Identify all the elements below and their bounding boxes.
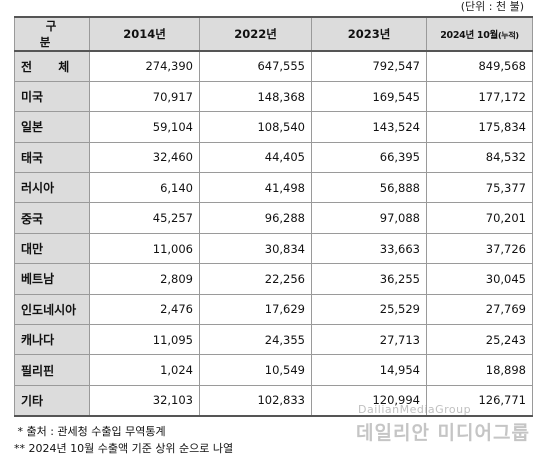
value-2014-cell: 6,140	[89, 172, 200, 204]
table-row: 전 체 274,390 647,555 792,547 849,568	[14, 50, 533, 82]
table-row: 미국 70,917 148,368 169,545 177,172	[14, 80, 533, 113]
value-2024-cell: 84,532	[426, 141, 533, 174]
value-2024-cell: 25,243	[426, 324, 533, 356]
value-2014-cell: 32,460	[89, 141, 200, 174]
country-cell: 필리핀	[14, 354, 90, 386]
value-2022-cell: 108,540	[199, 111, 312, 143]
table-row: 일본 59,104 108,540 143,524 175,834	[14, 111, 533, 143]
unit-label: (단위 : 천 불)	[460, 0, 524, 13]
value-2022-cell: 17,629	[199, 293, 312, 326]
value-2024-cell: 75,377	[426, 172, 533, 204]
value-2022-cell: 148,368	[199, 80, 312, 113]
value-2023-cell: 169,545	[311, 80, 427, 113]
header-2023: 2023년	[311, 16, 427, 52]
value-2014-cell: 11,006	[89, 232, 200, 265]
value-2014-cell: 59,104	[89, 111, 200, 143]
country-cell: 일본	[14, 111, 90, 143]
value-2023-cell: 66,395	[311, 141, 427, 174]
country-cell: 베트남	[14, 263, 90, 295]
value-2024-cell: 849,568	[426, 50, 533, 82]
header-2024-paren: (누적)	[497, 31, 519, 40]
country-cell: 전 체	[14, 50, 90, 82]
value-2023-cell: 56,888	[311, 172, 427, 204]
value-2014-cell: 45,257	[89, 202, 200, 234]
header-2024-oct: 2024년 10월(누적)	[426, 16, 533, 52]
value-2023-cell: 25,529	[311, 293, 427, 326]
value-2023-cell: 792,547	[311, 50, 427, 82]
value-2023-cell: 14,954	[311, 354, 427, 386]
table-row: 캐나다 11,095 24,355 27,713 25,243	[14, 324, 533, 356]
watermark-english: DailianMediaGroup	[358, 403, 472, 416]
value-2014-cell: 32,103	[89, 384, 200, 417]
country-cell: 미국	[14, 80, 90, 113]
value-2023-cell: 120,994	[311, 384, 427, 417]
value-2024-cell: 126,771	[426, 384, 533, 417]
value-2022-cell: 44,405	[199, 141, 312, 174]
value-2024-cell: 30,045	[426, 263, 533, 295]
table-row: 러시아 6,140 41,498 56,888 75,377	[14, 172, 533, 204]
value-2023-cell: 143,524	[311, 111, 427, 143]
value-2023-cell: 33,663	[311, 232, 427, 265]
footnotes: * 출처 : 관세청 수출입 무역통계 ** 2024년 10월 수출액 기준 …	[14, 423, 233, 457]
value-2022-cell: 10,549	[199, 354, 312, 386]
country-cell: 기타	[14, 384, 90, 417]
value-2024-cell: 18,898	[426, 354, 533, 386]
value-2022-cell: 647,555	[199, 50, 312, 82]
table-row: 대만 11,006 30,834 33,663 37,726	[14, 232, 533, 265]
country-cell: 러시아	[14, 172, 90, 204]
header-2024-main: 2024년 10월	[440, 30, 498, 41]
table-row: 태국 32,460 44,405 66,395 84,532	[14, 141, 533, 174]
value-2023-cell: 97,088	[311, 202, 427, 234]
value-2022-cell: 102,833	[199, 384, 312, 417]
value-2022-cell: 22,256	[199, 263, 312, 295]
value-2014-cell: 274,390	[89, 50, 200, 82]
value-2024-cell: 177,172	[426, 80, 533, 113]
value-2014-cell: 2,809	[89, 263, 200, 295]
country-cell: 태국	[14, 141, 90, 174]
table-row: 중국 45,257 96,288 97,088 70,201	[14, 202, 533, 234]
table-row: 베트남 2,809 22,256 36,255 30,045	[14, 263, 533, 295]
value-2023-cell: 36,255	[311, 263, 427, 295]
value-2023-cell: 27,713	[311, 324, 427, 356]
value-2014-cell: 1,024	[89, 354, 200, 386]
table-header-row: 구 분 2014년 2022년 2023년 2024년 10월(누적)	[14, 16, 533, 52]
value-2024-cell: 27,769	[426, 293, 533, 326]
value-2014-cell: 2,476	[89, 293, 200, 326]
value-2024-cell: 175,834	[426, 111, 533, 143]
value-2022-cell: 30,834	[199, 232, 312, 265]
footnote-order: ** 2024년 10월 수출액 기준 상위 순으로 나열	[14, 442, 234, 455]
value-2022-cell: 96,288	[199, 202, 312, 234]
value-2024-cell: 70,201	[426, 202, 533, 234]
value-2022-cell: 41,498	[199, 172, 312, 204]
table-row: 인도네시아 2,476 17,629 25,529 27,769	[14, 293, 533, 326]
table-row: 기타 32,103 102,833 120,994 126,771	[14, 384, 533, 417]
header-2022: 2022년	[199, 16, 312, 52]
country-cell: 캐나다	[14, 324, 90, 356]
value-2024-cell: 37,726	[426, 232, 533, 265]
header-category: 구 분	[14, 16, 90, 52]
country-cell: 대만	[14, 232, 90, 265]
footnote-source: * 출처 : 관세청 수출입 무역통계	[14, 425, 166, 438]
value-2022-cell: 24,355	[199, 324, 312, 356]
country-cell: 인도네시아	[14, 293, 90, 326]
header-2014: 2014년	[89, 16, 200, 52]
watermark-korean: 데일리안 미디어그룹	[356, 422, 530, 444]
value-2014-cell: 11,095	[89, 324, 200, 356]
country-cell: 중국	[14, 202, 90, 234]
table-row: 필리핀 1,024 10,549 14,954 18,898	[14, 354, 533, 386]
value-2014-cell: 70,917	[89, 80, 200, 113]
